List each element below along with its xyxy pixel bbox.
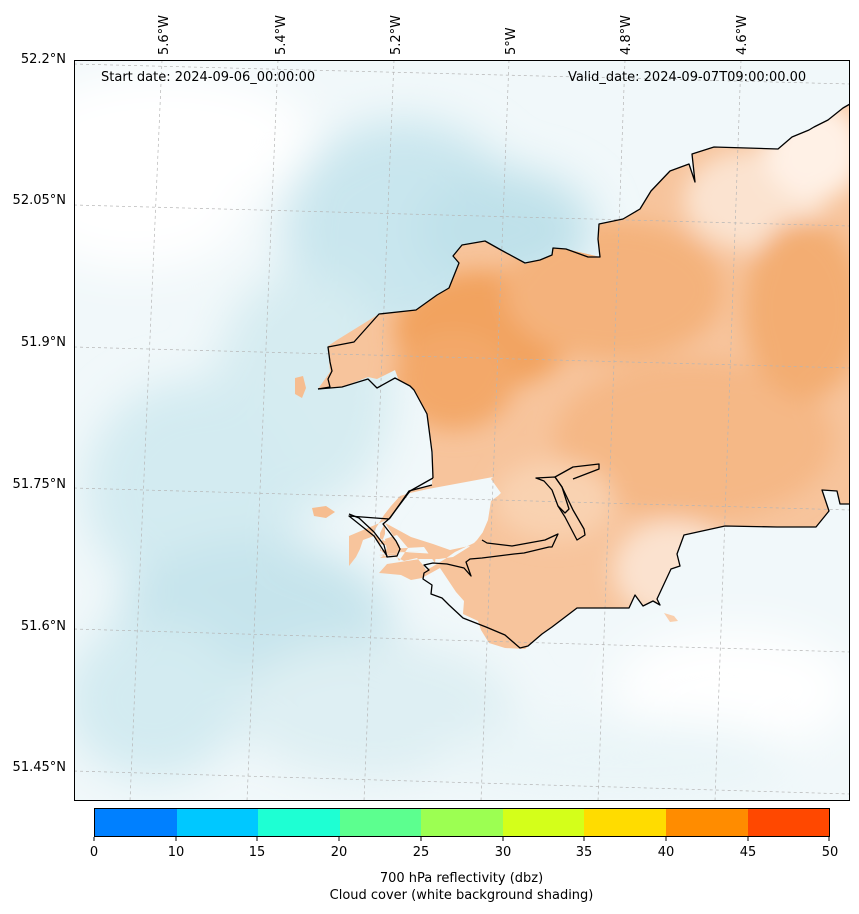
map-panel: [74, 60, 850, 801]
colorbar-tick-40: 40: [657, 845, 675, 860]
lon-label-5.2w: 5.2°W: [389, 14, 404, 55]
colorbar-tick-50: 50: [821, 845, 839, 860]
colorbar-bin-2: [258, 809, 340, 836]
lon-label-4.8w: 4.8°W: [619, 14, 634, 55]
coastline: [317, 103, 850, 649]
colorbar-label: 700 hPa reflectivity (dbz): [379, 871, 544, 886]
lon-label-5.4w: 5.4°W: [274, 14, 289, 55]
lat-label-51.45n: 51.45°N: [12, 760, 66, 775]
lon-label-5w: 5°W: [504, 27, 519, 55]
cloud-cover-shading: [74, 70, 850, 800]
lat-label-52.2n: 52.2°N: [20, 52, 66, 67]
colorbar-bin-6: [584, 809, 666, 836]
lat-label-51.75n: 51.75°N: [12, 477, 66, 492]
island-caldey: [664, 613, 678, 622]
lat-label-52.05n: 52.05°N: [12, 193, 66, 208]
island-ramsey: [295, 376, 306, 398]
lat-label-51.9n: 51.9°N: [20, 335, 66, 350]
island-skomer: [312, 506, 335, 518]
colorbar-bin-1: [176, 809, 259, 836]
colorbar-tick-0: 0: [89, 845, 99, 860]
cloud-cover-note: Cloud cover (white background shading): [329, 888, 594, 903]
colorbar-tick-20: 20: [330, 845, 348, 860]
colorbar-tick-marks: [93, 837, 830, 841]
colorbar-tick-35: 35: [575, 845, 593, 860]
colorbar-tick-15: 15: [248, 845, 266, 860]
colorbar: [94, 808, 830, 837]
colorbar-bin-3: [339, 809, 422, 836]
colorbar-tick-30: 30: [494, 845, 512, 860]
start-date-label: Start date: 2024-09-06_00:00:00: [101, 70, 316, 85]
lon-label-4.6w: 4.6°W: [735, 14, 750, 55]
colorbar-tick-10: 10: [167, 845, 185, 860]
colorbar-bin-5: [502, 809, 585, 836]
colorbar-tick-25: 25: [412, 845, 430, 860]
colorbar-bin-8: [747, 809, 830, 836]
colorbar-bin-0: [95, 809, 177, 836]
colorbar-bin-4: [421, 809, 503, 836]
colorbar-bin-7: [665, 809, 748, 836]
lat-label-51.6n: 51.6°N: [20, 619, 66, 634]
gridlines: [74, 60, 850, 801]
lon-label-5.6w: 5.6°W: [157, 14, 172, 55]
valid-date-label: Valid_date: 2024-09-07T09:00:00.00: [568, 70, 807, 85]
colorbar-tick-45: 45: [739, 845, 757, 860]
